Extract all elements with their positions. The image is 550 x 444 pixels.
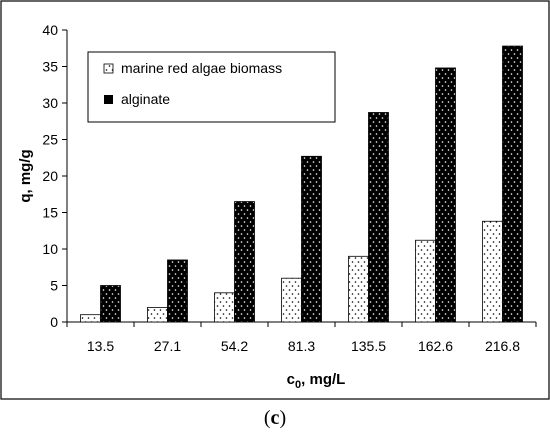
legend-box [87,51,336,123]
x-tick-label: 162.6 [418,338,453,354]
y-tick-label: 40 [42,22,58,38]
bar-marine-red-algae-biomass [147,306,168,323]
y-tick-label: 30 [42,95,58,111]
bar-marine-red-algae-biomass [482,220,503,323]
bar-alginate [234,201,255,323]
legend-label-marine-red-algae-biomass: marine red algae biomass [121,60,282,76]
bar-alginate [368,112,389,323]
x-axis-title-rest: , mg/L [301,371,345,388]
y-axis-title: q, mg/g [17,149,34,202]
bar-alginate [502,45,523,323]
x-tick-label: 81.3 [288,338,315,354]
y-tick-label: 15 [42,205,58,221]
y-tick-label: 5 [50,278,58,294]
legend: marine red algae biomass alginate [87,51,336,123]
x-tick-label: 216.8 [485,338,520,354]
x-tick-label: 135.5 [351,338,386,354]
bar-alginate [301,155,322,323]
bar-marine-red-algae-biomass [415,239,436,323]
x-axis-title-main: c [287,371,295,388]
x-tick-label: 27.1 [154,338,181,354]
bar-marine-red-algae-biomass [348,255,369,323]
y-tick-label: 35 [42,59,58,75]
plot-area: 0 5 10 15 20 25 30 35 40 13.5 27.1 54.2 81.3 135.5 162… [42,22,537,354]
bar-alginate [100,285,121,323]
legend-label-alginate: alginate [121,91,170,107]
x-axis-title-sub: 0 [295,379,301,391]
x-axis-title: c0, mg/L [287,371,346,391]
y-tick-label: 20 [42,168,58,184]
bar-marine-red-algae-biomass [281,277,302,323]
bar-alginate [435,67,456,323]
panel-label-letter: c [270,407,280,429]
x-tick-label: 13.5 [87,338,114,354]
y-tick-label: 10 [42,241,58,257]
legend-swatch-marine-red-algae-biomass [103,63,114,74]
y-tick-label: 0 [50,314,58,330]
legend-swatch-alginate [104,95,113,104]
y-tick-label: 25 [42,132,58,148]
bar-marine-red-algae-biomass [214,292,235,323]
panel-label: (c) [263,407,287,429]
bar-marine-red-algae-biomass [80,314,101,323]
x-tick-label: 54.2 [221,338,248,354]
bar-alginate [167,259,188,323]
